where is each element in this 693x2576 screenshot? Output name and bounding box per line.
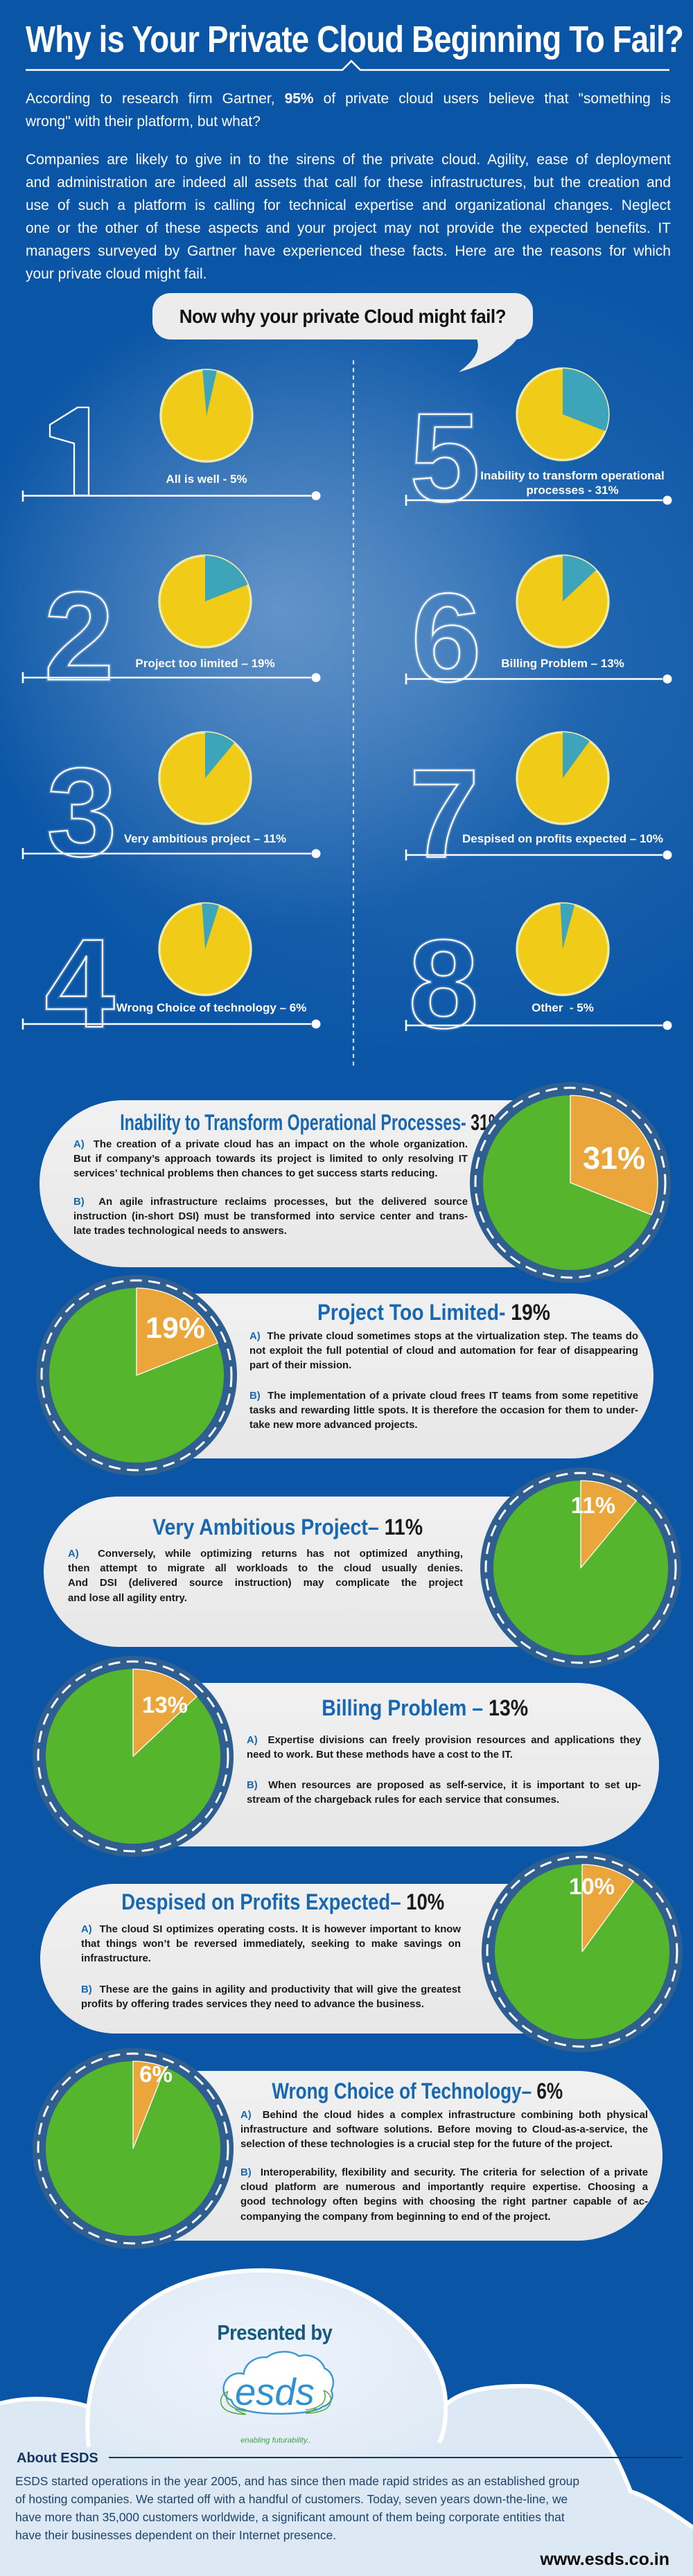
svg-text:3: 3 (46, 741, 116, 883)
svg-text:3: 3 (46, 741, 116, 883)
svg-text:8: 8 (408, 913, 478, 1055)
svg-text:6: 6 (411, 567, 481, 708)
svg-text:enabling futurability..: enabling futurability.. (240, 2437, 311, 2445)
svg-text:4: 4 (44, 912, 114, 1054)
svg-text:5: 5 (410, 387, 480, 528)
svg-text:2: 2 (44, 565, 114, 707)
svg-text:6: 6 (411, 567, 481, 708)
svg-text:7: 7 (409, 743, 479, 884)
svg-text:esds: esds (235, 2371, 315, 2413)
svg-text:8: 8 (408, 913, 478, 1055)
svg-text:7: 7 (409, 743, 479, 884)
svg-text:5: 5 (410, 387, 480, 528)
svg-text:4: 4 (44, 912, 114, 1054)
svg-text:2: 2 (44, 565, 114, 707)
